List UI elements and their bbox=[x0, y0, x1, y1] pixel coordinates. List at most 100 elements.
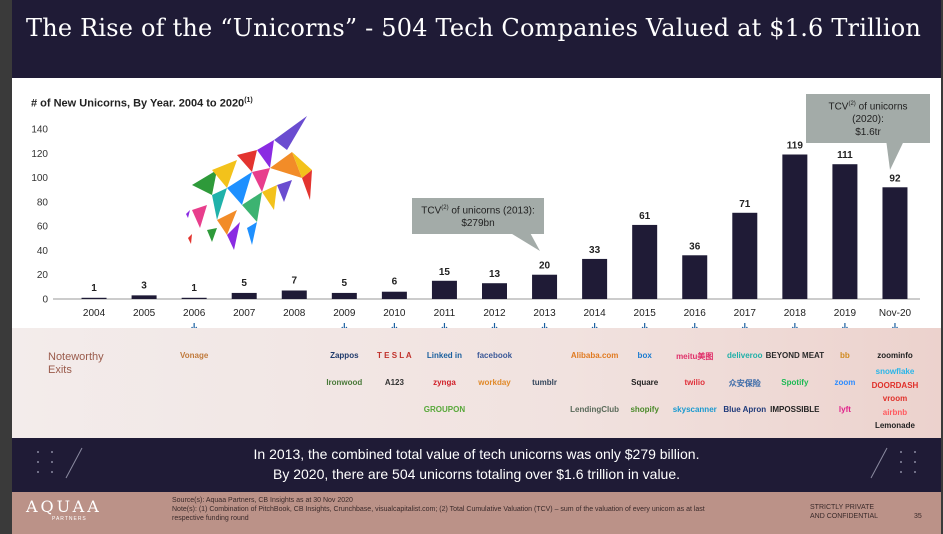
bar-2014 bbox=[582, 258, 608, 299]
exit-logo: Square bbox=[631, 378, 659, 387]
bar-value-label: 33 bbox=[589, 245, 601, 256]
slide: The Rise of the “Unicorns” - 504 Tech Co… bbox=[12, 0, 941, 534]
confidential-line-1: STRICTLY PRIVATE bbox=[810, 504, 875, 511]
unicorn-illustration bbox=[186, 116, 312, 250]
callout-2020-label: of unicorns (2020): bbox=[852, 101, 908, 126]
callout-2013-pointer bbox=[504, 229, 540, 251]
x-tick-label: 2011 bbox=[434, 308, 456, 319]
exit-logo: Spotify bbox=[781, 378, 809, 387]
exit-logo: T E S L A bbox=[377, 351, 412, 360]
exit-logo: airbnb bbox=[882, 407, 908, 417]
exits-label: Noteworthy Exits bbox=[48, 351, 128, 377]
bar-2008 bbox=[281, 290, 307, 299]
bar-2017 bbox=[732, 212, 758, 299]
y-tick-label: 20 bbox=[37, 270, 49, 281]
exit-logo: DOORDASH bbox=[871, 380, 919, 390]
exits-band bbox=[12, 328, 941, 438]
callout-2013-label: of unicorns (2013): bbox=[448, 205, 535, 217]
x-tick-label: 2014 bbox=[583, 308, 606, 319]
exit-logo: GROUPON bbox=[423, 405, 466, 414]
callout-2013: TCV(2) of unicorns (2013): $279bn bbox=[412, 198, 544, 235]
bar-value-label: 15 bbox=[439, 267, 451, 278]
notes-text: Note(s): (1) Combination of PitchBook, C… bbox=[172, 506, 705, 522]
decor-right-icon bbox=[870, 447, 916, 479]
x-tick-label: 2018 bbox=[784, 308, 807, 319]
chart-title-text: # of New Unicorns, By Year. 2004 to 2020 bbox=[31, 97, 245, 110]
exit-logo: Linked in bbox=[426, 351, 462, 360]
callout-2020-tcv: TCV bbox=[828, 101, 849, 113]
exit-logo: Vonage bbox=[179, 351, 209, 360]
exit-logo: box bbox=[637, 351, 652, 360]
exit-logo: Lemonade bbox=[874, 421, 915, 431]
callout-2020: TCV(2) of unicorns (2020): $1.6tr bbox=[806, 94, 930, 144]
bar-2012 bbox=[482, 283, 507, 299]
x-tick-label: 2009 bbox=[333, 308, 356, 319]
bar-2004 bbox=[81, 297, 107, 299]
exit-logo: zynga bbox=[433, 378, 456, 387]
y-tick-label: 60 bbox=[37, 222, 49, 233]
exit-logo: LendingClub bbox=[570, 405, 620, 414]
brand-logo: AQUAA bbox=[26, 497, 102, 516]
x-tick-label: 2007 bbox=[233, 308, 256, 319]
bar-2018 bbox=[782, 154, 808, 299]
exit-logo: zoominfo bbox=[877, 351, 913, 360]
exit-logo: Alibaba.com bbox=[570, 351, 619, 360]
exit-logo: IMPOSSIBLE bbox=[770, 405, 820, 414]
confidential-line-2: AND CONFIDENTIAL bbox=[810, 513, 879, 520]
exit-logo: Ironwood bbox=[326, 378, 363, 387]
callout-2020-sup: (2) bbox=[848, 101, 856, 107]
x-tick-label: 2006 bbox=[183, 308, 206, 319]
y-tick-label: 140 bbox=[31, 125, 48, 136]
bar-2009 bbox=[331, 292, 357, 299]
sources-text: Source(s): Aquaa Partners, CB Insights a… bbox=[172, 497, 353, 504]
bar-value-label: 111 bbox=[837, 150, 853, 161]
bar-2013 bbox=[532, 274, 558, 299]
page-number: 35 bbox=[914, 513, 922, 520]
exit-logo: tumblr bbox=[532, 378, 557, 387]
exit-logo: 众安保险 bbox=[728, 379, 761, 388]
exit-logo: workday bbox=[478, 378, 511, 387]
bar-2019 bbox=[832, 164, 858, 299]
callout-2013-value: $279bn bbox=[461, 218, 495, 230]
bar-value-label: 5 bbox=[342, 278, 348, 289]
bar-value-label: 13 bbox=[489, 269, 501, 280]
summary-line-2: By 2020, there are 504 unicorns totaling… bbox=[272, 466, 681, 482]
exit-logo: BEYOND MEAT bbox=[765, 351, 825, 360]
bar-value-label: 5 bbox=[241, 278, 247, 289]
x-tick-label: 2008 bbox=[283, 308, 306, 319]
exit-logo: Zappos bbox=[330, 351, 359, 360]
bar-2007 bbox=[231, 292, 257, 299]
exit-logo: deliveroo bbox=[726, 351, 763, 360]
exit-logo: shopify bbox=[630, 405, 659, 414]
footer bbox=[12, 492, 941, 534]
bar-2011 bbox=[431, 280, 457, 299]
exit-logo: A123 bbox=[384, 378, 404, 387]
summary-line-1: In 2013, the combined total value of tec… bbox=[253, 446, 700, 462]
exit-logo: lyft bbox=[838, 405, 851, 414]
x-tick-label: 2013 bbox=[533, 308, 556, 319]
brand-subtitle: PARTNERS bbox=[52, 516, 87, 522]
exit-logo: vroom bbox=[882, 394, 908, 404]
y-tick-label: 40 bbox=[37, 246, 49, 257]
exit-logo: zoom bbox=[834, 378, 856, 387]
x-tick-label: 2010 bbox=[383, 308, 406, 319]
y-tick-label: 80 bbox=[37, 197, 49, 208]
x-tick-label: 2012 bbox=[483, 308, 506, 319]
bar-value-label: 119 bbox=[787, 141, 804, 152]
bar-value-label: 20 bbox=[539, 261, 551, 272]
bar-value-label: 92 bbox=[889, 173, 901, 184]
x-tick-label: 2004 bbox=[83, 308, 106, 319]
x-tick-label: 2016 bbox=[684, 308, 707, 319]
bar-value-label: 1 bbox=[91, 283, 97, 294]
y-tick-label: 100 bbox=[31, 173, 48, 184]
exit-logo: skyscanner bbox=[672, 405, 717, 414]
chart-title: # of New Unicorns, By Year. 2004 to 2020… bbox=[31, 97, 253, 110]
x-tick-label: 2017 bbox=[734, 308, 757, 319]
exit-logo: snowflake bbox=[875, 367, 915, 377]
bar-2006 bbox=[181, 297, 207, 299]
exits-label-line2: Exits bbox=[48, 364, 72, 376]
bar-value-label: 6 bbox=[392, 277, 398, 288]
callout-2020-pointer bbox=[884, 124, 912, 170]
exit-logo: facebook bbox=[476, 351, 513, 360]
